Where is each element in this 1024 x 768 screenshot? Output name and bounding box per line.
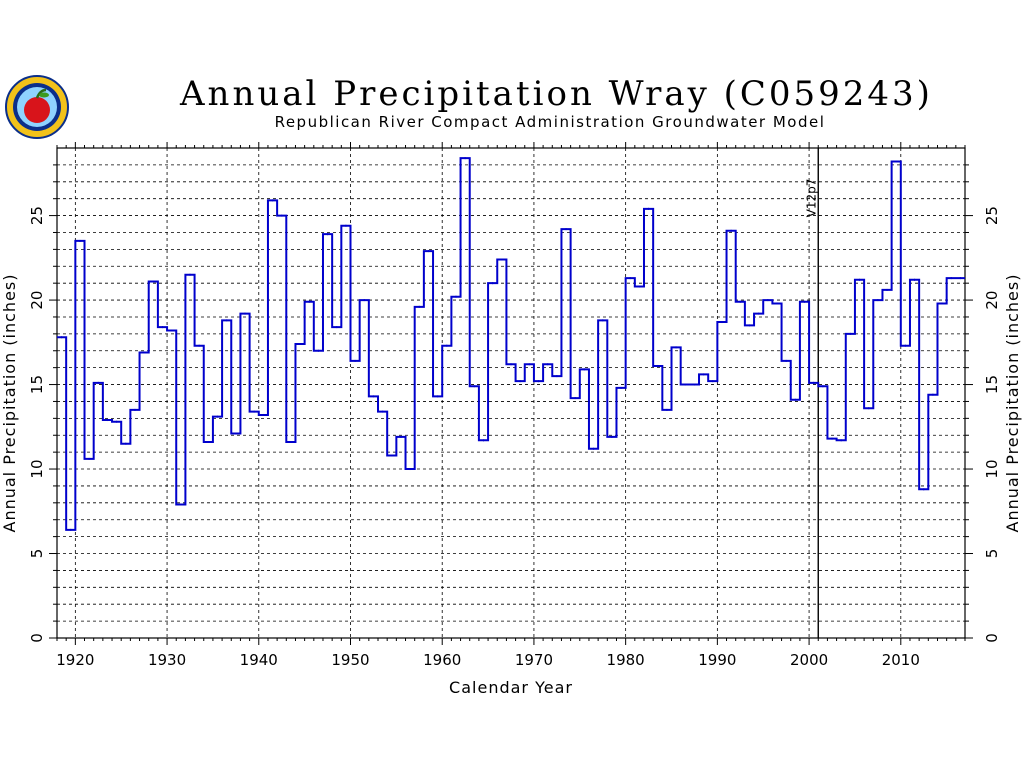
x-tick-label: 2010	[882, 651, 920, 669]
y-tick-label-right: 20	[983, 291, 1001, 310]
y-tick-label-left: 10	[28, 459, 46, 478]
x-tick-label: 1970	[515, 651, 553, 669]
marker-label: V12p7	[804, 179, 818, 218]
y-tick-label-right: 25	[983, 206, 1001, 225]
y-tick-label-right: 5	[983, 549, 1001, 559]
y-axis-label-right: Annual Precipitation (inches)	[1003, 274, 1022, 533]
y-tick-label-left: 15	[28, 375, 46, 394]
x-tick-label: 1950	[331, 651, 369, 669]
y-tick-label-left: 20	[28, 291, 46, 310]
chart-title: Annual Precipitation Wray (C059243)	[180, 74, 933, 114]
y-tick-label-left: 25	[28, 206, 46, 225]
x-tick-label: 1930	[148, 651, 186, 669]
y-tick-label-right: 0	[983, 633, 1001, 643]
x-axis-label: Calendar Year	[449, 678, 573, 697]
logo-seal	[4, 74, 70, 140]
precip-series-line	[57, 157, 965, 531]
chart-subtitle: Republican River Compact Administration …	[274, 113, 826, 131]
x-tick-label: 1960	[423, 651, 461, 669]
y-tick-label-left: 0	[28, 633, 46, 643]
x-tick-label: 1990	[698, 651, 736, 669]
x-tick-label: 1940	[240, 651, 278, 669]
x-tick-label: 1980	[607, 651, 645, 669]
y-tick-label-left: 5	[28, 549, 46, 559]
plot-frame	[56, 147, 966, 639]
y-tick-label-right: 15	[983, 375, 1001, 394]
x-tick-label: 1920	[56, 651, 94, 669]
y-tick-label-right: 10	[983, 459, 1001, 478]
x-tick-label: 2000	[790, 651, 828, 669]
y-axis-label-left: Annual Precipitation (inches)	[0, 274, 19, 533]
